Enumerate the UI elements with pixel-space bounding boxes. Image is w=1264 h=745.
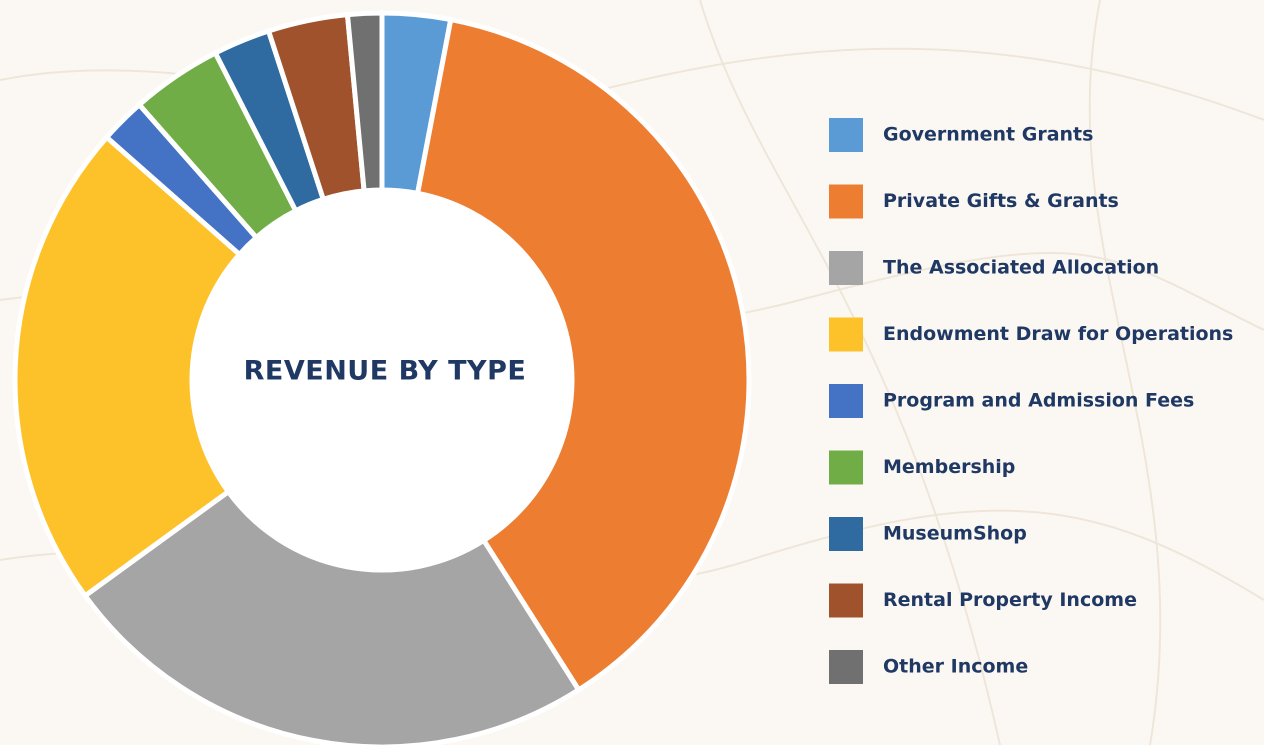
legend-swatch: [829, 650, 863, 684]
legend-label: Program and Admission Fees: [883, 390, 1194, 412]
legend-swatch: [829, 251, 863, 285]
legend-label: The Associated Allocation: [883, 257, 1159, 279]
chart-title: REVENUE BY TYPE: [244, 356, 527, 387]
donut-slice: [414, 16, 752, 694]
legend-swatch: [829, 317, 863, 352]
donut-hole: [194, 192, 570, 568]
legend-label: Government Grants: [883, 124, 1093, 146]
legend-label: Other Income: [883, 656, 1028, 678]
legend-label: Endowment Draw for Operations: [883, 323, 1233, 345]
legend-swatch: [829, 118, 863, 152]
donut-slice: [81, 488, 583, 745]
legend-label: Rental Property Income: [883, 589, 1137, 611]
legend-swatch: [829, 583, 863, 618]
legend-label: Private Gifts & Grants: [883, 190, 1119, 212]
legend-swatch: [829, 384, 863, 418]
donut-slice: [344, 10, 385, 194]
legend-swatch: [829, 450, 863, 485]
legend-label: MuseumShop: [883, 523, 1027, 545]
legend-swatch: [829, 184, 863, 219]
legend-label: Membership: [883, 456, 1015, 478]
donut-slice: [12, 133, 244, 600]
legend-swatch: [829, 517, 863, 551]
